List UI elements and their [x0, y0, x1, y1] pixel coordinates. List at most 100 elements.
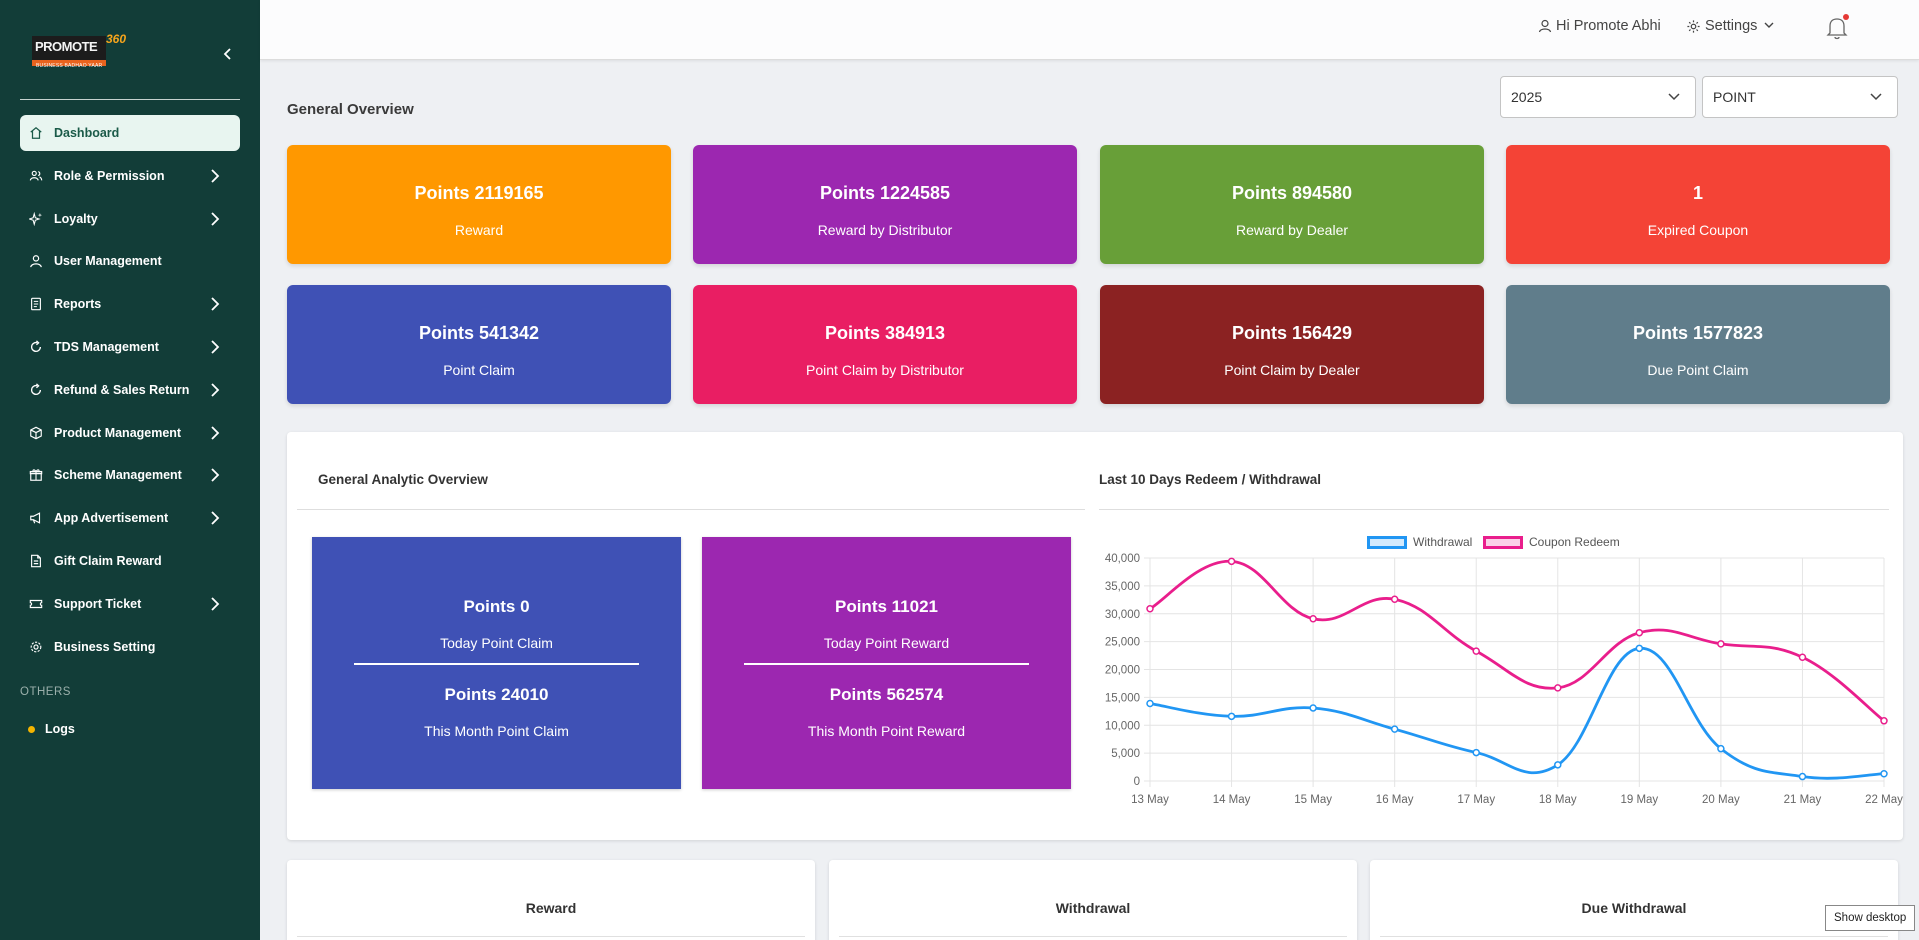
legend-withdrawal[interactable]: Withdrawal: [1367, 535, 1472, 549]
stat-value: Points 1577823: [1632, 323, 1764, 343]
data-point: [1880, 717, 1888, 725]
data-point: [1635, 628, 1644, 637]
sidebar-item-label: Gift Claim Reward: [54, 553, 162, 568]
data-point: [1635, 644, 1644, 653]
stat-value: Points 156429: [1231, 323, 1353, 343]
sidebar-item-loyalty[interactable]: Loyalty: [20, 201, 240, 237]
y-tick-label: 25,000: [1105, 637, 1140, 649]
settings-menu[interactable]: Settings: [1686, 18, 1783, 34]
stat-card-point-claim-by-dealer[interactable]: Points 156429 Point Claim by Dealer: [1100, 285, 1484, 404]
reward-section-title: Reward: [525, 900, 577, 916]
today-claim-value: Points 0: [463, 597, 530, 616]
sidebar-item-user-management[interactable]: User Management: [20, 243, 240, 279]
stat-value: Points 2119165: [414, 183, 544, 203]
stat-value: Points 541342: [418, 323, 540, 343]
stat-label: Reward by Dealer: [1235, 222, 1349, 238]
card-separator: [354, 663, 639, 665]
y-tick-label: 35,000: [1105, 581, 1140, 593]
logo-tagline: BUSINESS BADHAO YAAR: [36, 63, 103, 69]
chevron-down-icon: [1668, 93, 1680, 101]
logo-number: 360: [106, 32, 127, 46]
sidebar-item-business-setting[interactable]: Business Setting: [20, 629, 240, 665]
refresh-icon: [28, 339, 44, 355]
sidebar-item-label: Scheme Management: [54, 468, 182, 483]
stat-card-due-point-claim[interactable]: Points 1577823 Due Point Claim: [1506, 285, 1890, 404]
x-tick-label: 15 May: [1294, 794, 1332, 806]
redeem-withdrawal-chart: 0 5,000 10,000 15,000 20,000 25,000 30,000 35,0…: [1105, 553, 1903, 806]
sidebar-item-product-management[interactable]: Product Management: [20, 415, 240, 451]
sidebar-item-gift-claim-reward[interactable]: Gift Claim Reward: [20, 543, 240, 579]
gear-icon: [28, 639, 44, 655]
redeem-title: Last 10 Days Redeem / Withdrawal: [1099, 472, 1321, 487]
home-icon: [28, 125, 44, 141]
sidebar-item-logs[interactable]: Logs: [28, 722, 75, 736]
users-icon: [28, 168, 44, 184]
reward-summary-card: Points 11021 Today Point Reward Points 5…: [702, 537, 1071, 789]
x-tick-label: 20 May: [1702, 794, 1740, 806]
stat-card-point-claim[interactable]: Points 541342 Point Claim: [287, 285, 671, 404]
data-point: [1798, 772, 1807, 781]
stat-card-reward-by-dealer[interactable]: Points 894580 Reward by Dealer: [1100, 145, 1484, 264]
month-claim-label: This Month Point Claim: [424, 722, 569, 739]
data-point: [1146, 604, 1154, 613]
stat-label: Reward by Distributor: [817, 222, 953, 238]
sidebar-item-label: User Management: [54, 254, 162, 269]
sidebar-item-app-advertisement[interactable]: App Advertisement: [20, 500, 240, 536]
sidebar-item-dashboard[interactable]: Dashboard: [20, 115, 240, 151]
sidebar-item-role-permission[interactable]: Role & Permission: [20, 158, 240, 194]
brand-logo[interactable]: PROMOTE 360 BUSINESS BADHAO YAAR: [32, 32, 128, 74]
user-menu[interactable]: Hi Promote Abhi: [1538, 18, 1661, 34]
analytics-divider: [297, 509, 1085, 510]
stat-value: Points 384913: [824, 323, 946, 343]
x-tick-label: 16 May: [1376, 794, 1414, 806]
stat-value: 1: [1692, 183, 1703, 203]
type-select[interactable]: POINT: [1702, 76, 1898, 118]
stat-value: Points 894580: [1231, 183, 1353, 203]
sidebar-item-reports[interactable]: Reports: [20, 286, 240, 322]
claim-summary-card: Points 0 Today Point Claim Points 24010 …: [312, 537, 681, 789]
sidebar-item-tds-management[interactable]: TDS Management: [20, 329, 240, 365]
ticket-icon: [28, 596, 44, 612]
stat-card-reward-by-distributor[interactable]: Points 1224585 Reward by Distributor: [693, 145, 1077, 264]
sidebar-item-scheme-management[interactable]: Scheme Management: [20, 457, 240, 493]
x-tick-label: 21 May: [1784, 794, 1822, 806]
collapse-sidebar-icon[interactable]: [220, 46, 236, 62]
due-withdrawal-section: Due Withdrawal: [1370, 860, 1898, 940]
data-point: [1390, 725, 1399, 733]
sidebar-item-support-ticket[interactable]: Support Ticket: [20, 586, 240, 622]
section-divider: [297, 936, 805, 937]
settings-label: Settings: [1705, 18, 1758, 34]
chevron-down-icon: [1764, 22, 1774, 28]
megaphone-icon: [28, 510, 44, 526]
notification-badge: [1843, 14, 1849, 20]
gift-icon: [28, 467, 44, 483]
data-point: [1227, 712, 1236, 721]
stat-card-reward[interactable]: Points 2119165 Reward: [287, 145, 671, 264]
page-title: General Overview: [287, 101, 414, 118]
year-select[interactable]: 2025: [1500, 76, 1696, 118]
y-tick-label: 15,000: [1105, 692, 1140, 704]
due-withdrawal-section-title: Due Withdrawal: [1581, 900, 1687, 916]
data-point: [1309, 615, 1317, 623]
redeem-divider: [1099, 509, 1889, 510]
legend-label: Withdrawal: [1413, 535, 1473, 549]
data-point: [1227, 557, 1236, 566]
today-claim-label: Today Point Claim: [440, 635, 553, 651]
data-point: [1472, 647, 1480, 655]
legend-coupon-redeem[interactable]: Coupon Redeem: [1483, 535, 1620, 549]
card-separator: [744, 663, 1029, 665]
box-icon: [28, 425, 44, 441]
sidebar-nav: Dashboard Role & Permission Loyalty User Ma…: [20, 115, 240, 671]
sidebar-item-label: Support Ticket: [54, 596, 142, 611]
stat-card-expired-coupon[interactable]: 1 Expired Coupon: [1506, 145, 1890, 264]
y-tick-label: 5,000: [1111, 748, 1140, 760]
chevron-right-icon: [211, 425, 220, 440]
y-tick-label: 20,000: [1105, 665, 1140, 677]
stat-card-point-claim-by-distributor[interactable]: Points 384913 Point Claim by Distributor: [693, 285, 1077, 404]
data-point: [1554, 684, 1562, 692]
bell-icon[interactable]: [1826, 16, 1848, 40]
sidebar-item-refund-sales-return[interactable]: Refund & Sales Return: [20, 372, 240, 408]
data-point: [1717, 640, 1725, 648]
data-point: [1798, 653, 1807, 661]
show-desktop-tooltip: Show desktop: [1825, 905, 1916, 931]
